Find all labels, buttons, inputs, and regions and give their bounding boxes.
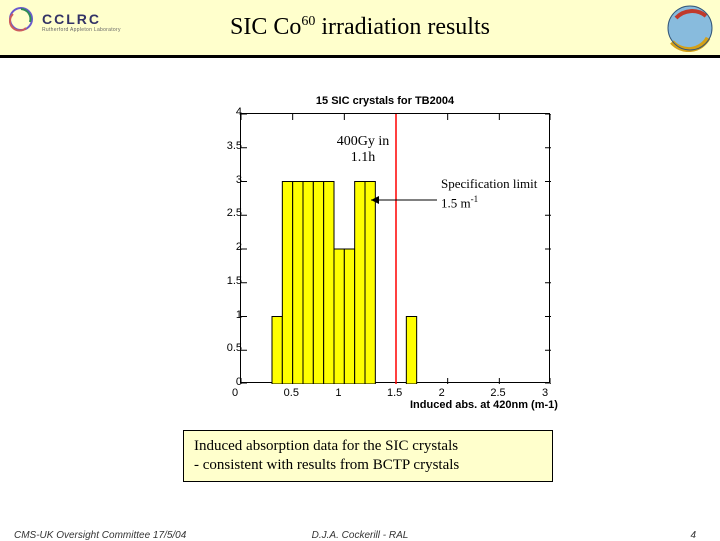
x-tick-label: 1	[335, 387, 341, 399]
logo-left: CCLRC Rutherford Appleton Laboratory	[8, 6, 158, 37]
y-tick-label: 3.5	[212, 140, 242, 152]
logo-title: CCLRC	[42, 11, 121, 27]
x-tick-label: 2	[439, 387, 445, 399]
x-axis-label: Induced abs. at 420nm (m-1)	[410, 399, 558, 411]
x-tick-label: 2.5	[490, 387, 505, 399]
x-tick-label: 0.5	[284, 387, 299, 399]
spec-limit-value: 1.5 m-1	[441, 194, 478, 211]
y-tick-label: 4	[212, 106, 242, 118]
logo-right	[666, 4, 714, 52]
cclrc-swirl-icon	[8, 6, 34, 37]
logo-subtitle: Rutherford Appleton Laboratory	[42, 27, 121, 33]
caption-box: Induced absorption data for the SIC crys…	[183, 430, 553, 482]
header-band: CCLRC Rutherford Appleton Laboratory SIC…	[0, 0, 720, 58]
y-tick-label: 2	[212, 241, 242, 253]
plot-area: 400Gy in 1.1h Specification limit 1.5 m-…	[240, 113, 550, 383]
title-pre: SIC Co	[230, 14, 301, 40]
spec-limit-label: Specification limit	[441, 176, 537, 192]
footer-right: 4	[690, 530, 696, 541]
y-tick-label: 2.5	[212, 207, 242, 219]
y-tick-label: 1.5	[212, 275, 242, 287]
title-post: irradiation results	[315, 14, 490, 40]
x-tick-label: 3	[542, 387, 548, 399]
y-tick-label: 3	[212, 174, 242, 186]
x-tick-label: 0	[232, 387, 238, 399]
histogram-chart: 15 SIC crystals for TB2004 400Gy in 1.1h…	[200, 95, 570, 415]
footer-center: D.J.A. Cockerill - RAL	[0, 530, 720, 541]
title-superscript: 60	[301, 14, 315, 29]
chart-title: 15 SIC crystals for TB2004	[200, 95, 570, 107]
y-tick-label: 0	[212, 376, 242, 388]
caption-line1: Induced absorption data for the SIC crys…	[194, 438, 458, 454]
y-tick-label: 1	[212, 309, 242, 321]
x-tick-label: 1.5	[387, 387, 402, 399]
caption-line2: - consistent with results from BCTP crys…	[194, 457, 459, 473]
y-tick-label: 0.5	[212, 342, 242, 354]
dose-annotation: 400Gy in 1.1h	[323, 134, 403, 166]
